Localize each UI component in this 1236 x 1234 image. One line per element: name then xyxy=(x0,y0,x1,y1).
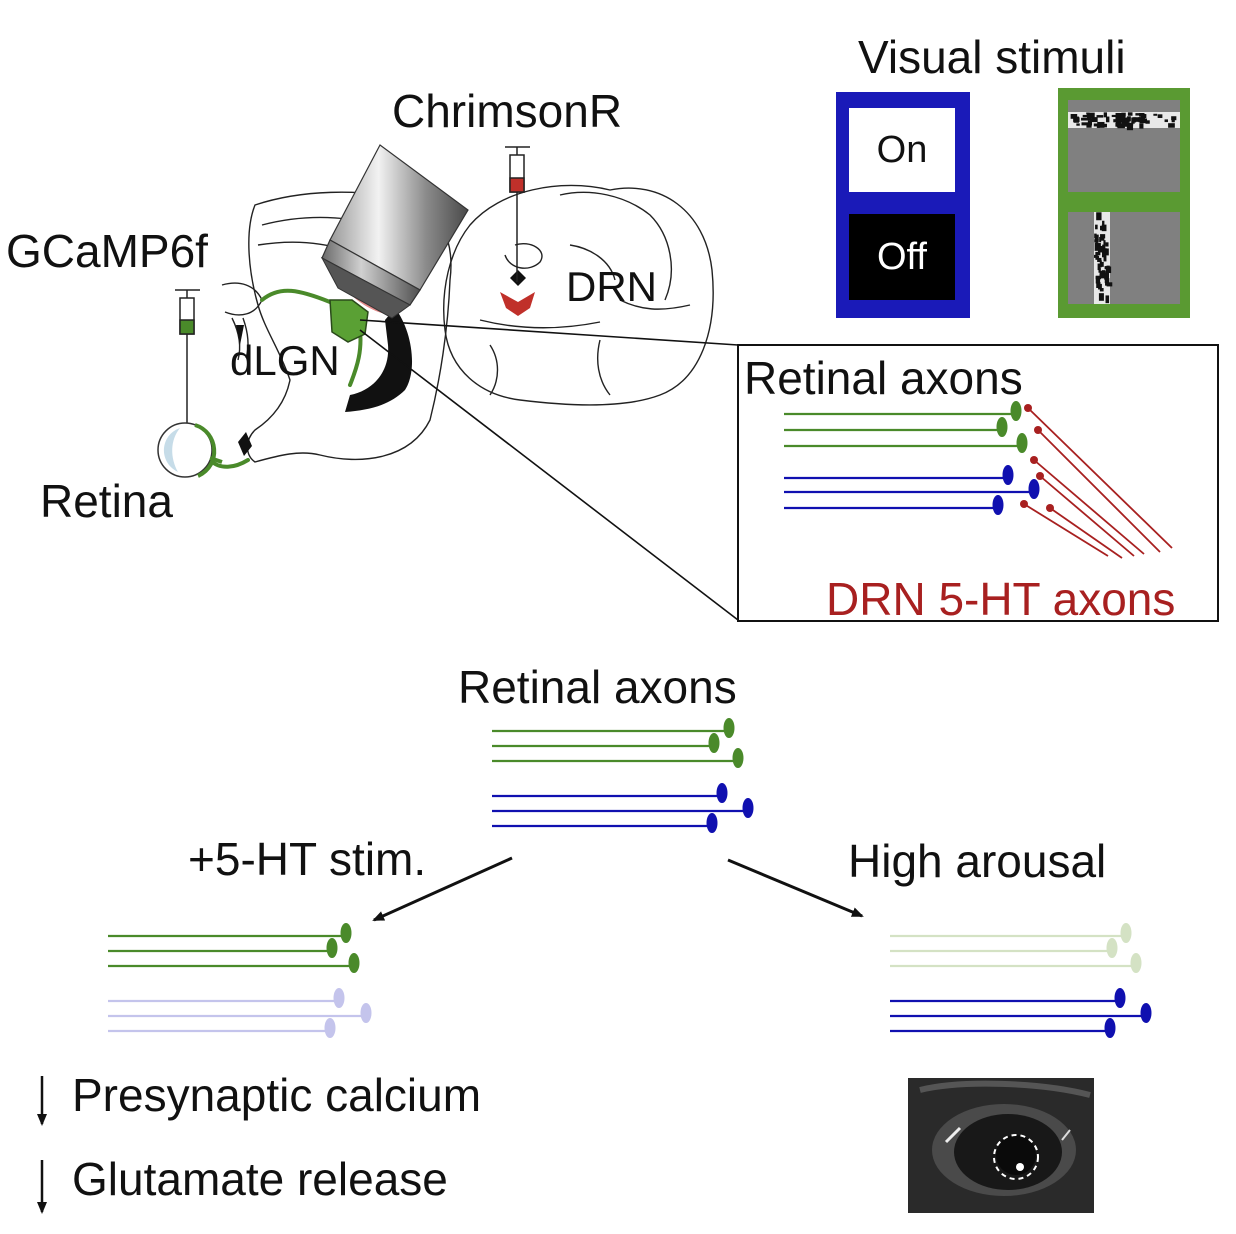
dlgn-region xyxy=(329,299,369,343)
gcamp6f-syringe xyxy=(175,289,200,425)
ventral-mark xyxy=(238,432,252,456)
chrimsonr-label: ChrimsonR xyxy=(392,85,623,137)
gcamp6f-label: GCaMP6f xyxy=(6,225,208,277)
stim-condition-label: +5-HT stim. xyxy=(188,833,427,885)
mid-blue-axon-bouton xyxy=(706,813,718,833)
middle-retinal-axons xyxy=(492,718,754,833)
dlgn-label-pointer xyxy=(236,325,244,345)
retinal-axons-label: Retinal axons xyxy=(458,661,737,713)
presynaptic-calcium-label: Presynaptic calcium xyxy=(72,1069,482,1121)
drn-axon-line xyxy=(1037,429,1161,553)
inset-green-axon-bouton xyxy=(1016,433,1028,453)
visual-stimuli-label: Visual stimuli xyxy=(858,31,1126,83)
drn-axon-line xyxy=(1039,475,1135,557)
drn-nucleus xyxy=(500,292,535,316)
drn-label: DRN xyxy=(566,263,657,310)
mid-blue-axon-bouton xyxy=(716,783,728,803)
inset-retinal-axons-label: Retinal axons xyxy=(744,352,1023,404)
inset-box xyxy=(737,344,1219,622)
glutamate-release-label: Glutamate release xyxy=(72,1153,448,1205)
arousal-faded-green-axon-bouton xyxy=(1130,953,1142,973)
stim-green-axon-bouton xyxy=(326,938,338,958)
mid-blue-axon-bouton xyxy=(742,798,754,818)
stim-condition-axons xyxy=(108,923,372,1038)
drn-axon-line xyxy=(1049,507,1123,559)
inset-retinal-axons xyxy=(784,401,1040,515)
inset-green-axon-bouton xyxy=(1010,401,1022,421)
drn-axon-line xyxy=(1023,503,1109,557)
dlgn-label: dLGN xyxy=(230,337,340,384)
stim-faded-blue-axon-bouton xyxy=(333,988,345,1008)
brain-section-right xyxy=(443,184,714,406)
arrow-to-arousal xyxy=(727,858,864,918)
off-stimulus: Off xyxy=(849,214,955,300)
drn-axon-terminal xyxy=(1024,404,1032,412)
arrow-to-stim xyxy=(372,856,513,922)
inset-blue-axon-bouton xyxy=(1002,465,1014,485)
drn-axon-terminal xyxy=(1034,426,1042,434)
zoom-lines xyxy=(359,319,739,621)
chrimsonr-syringe xyxy=(505,146,530,282)
drn-axon-terminal xyxy=(1030,456,1038,464)
drn-top-mark xyxy=(510,270,526,286)
drn-axon-terminal xyxy=(1046,504,1054,512)
arousal-faded-green-axon-bouton xyxy=(1106,938,1118,958)
bar-stimulus-panel xyxy=(1058,88,1190,318)
drn-axon-line xyxy=(1033,459,1145,555)
drn-axon-terminal xyxy=(1020,500,1028,508)
mid-green-axon-bouton xyxy=(732,748,744,768)
drn-axon-terminal xyxy=(1036,472,1044,480)
arousal-condition-label: High arousal xyxy=(848,835,1107,887)
bar-noise-vertical xyxy=(1094,212,1113,304)
mid-green-axon-bouton xyxy=(723,718,735,738)
inset-blue-axon-bouton xyxy=(992,495,1004,515)
inset-blue-axon-bouton xyxy=(1028,479,1040,499)
objective-lens xyxy=(320,144,469,319)
on-stimulus: On xyxy=(849,108,955,192)
inset-green-axon-bouton xyxy=(996,417,1008,437)
ventricle xyxy=(345,308,413,412)
arousal-blue-axon-bouton xyxy=(1114,988,1126,1008)
stim-green-axon-bouton xyxy=(340,923,352,943)
stim-green-axon-bouton xyxy=(348,953,360,973)
retina-eye xyxy=(157,422,223,478)
bar-noise-horizontal xyxy=(1070,112,1177,131)
pupil-camera-image xyxy=(908,1078,1094,1213)
arousal-blue-axon-bouton xyxy=(1104,1018,1116,1038)
arousal-blue-axon-bouton xyxy=(1140,1003,1152,1023)
inset-red-axons xyxy=(1020,404,1173,559)
stim-faded-blue-axon-bouton xyxy=(360,1003,372,1023)
mid-green-axon-bouton xyxy=(708,733,720,753)
drn-axon-line xyxy=(1027,407,1173,549)
stim-faded-blue-axon-bouton xyxy=(324,1018,336,1038)
arousal-condition-axons xyxy=(890,923,1152,1038)
retina-label: Retina xyxy=(40,475,173,527)
arousal-faded-green-axon-bouton xyxy=(1120,923,1132,943)
drn-axons-label: DRN 5-HT axons xyxy=(826,573,1176,625)
